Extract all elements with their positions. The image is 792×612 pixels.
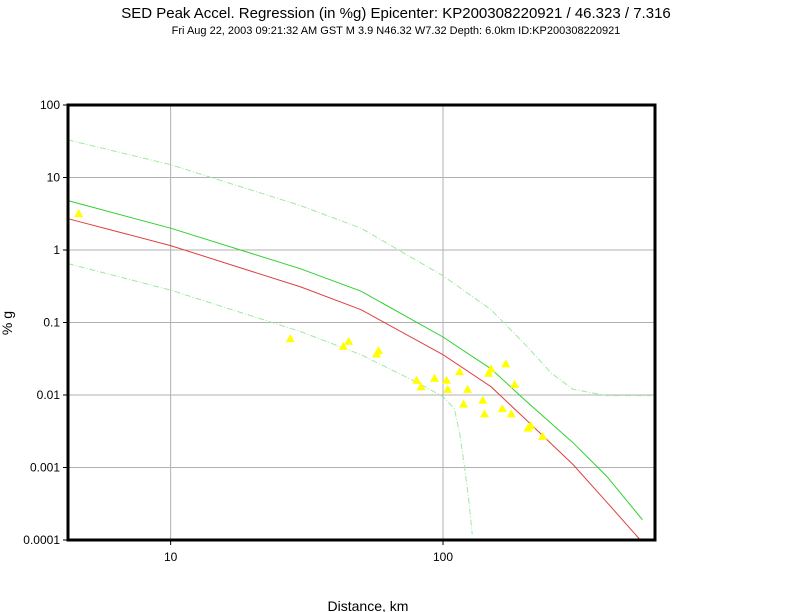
data-point (412, 375, 422, 384)
chart-subtitle: Fri Aug 22, 2003 09:21:32 AM GST M 3.9 N… (171, 25, 621, 37)
data-point (486, 364, 496, 373)
tick-layer: 100 10 1 0.1 0.01 0.001 0.0001 10 100 (23, 98, 453, 564)
data-point (501, 359, 511, 368)
data-point (74, 208, 84, 217)
data-point (338, 341, 348, 350)
point-layer (74, 208, 548, 440)
y-tick-label: 10 (47, 171, 61, 185)
data-point (374, 346, 384, 355)
data-point (442, 375, 452, 384)
data-point (416, 382, 426, 391)
chart-title: SED Peak Accel. Regression (in %g) Epice… (121, 5, 671, 22)
grid-layer (68, 104, 655, 541)
data-point (463, 384, 473, 393)
data-point (526, 420, 536, 430)
data-point (455, 367, 465, 376)
x-tick-label: 100 (433, 550, 453, 564)
data-point (497, 404, 507, 413)
data-point (478, 395, 488, 404)
data-point (459, 399, 469, 408)
data-point (480, 409, 490, 418)
y-tick-label: 0.0001 (23, 533, 60, 547)
curve-upper-bound (67, 139, 651, 397)
curve-layer (67, 139, 651, 541)
x-tick-label: 10 (164, 550, 178, 564)
curve-median (67, 218, 641, 541)
curve-lower-bound (67, 263, 473, 535)
data-point (484, 368, 494, 377)
y-tick-label: 0.1 (43, 316, 60, 330)
data-point (443, 384, 453, 393)
y-tick-label: 0.001 (30, 461, 60, 475)
y-tick-label: 100 (40, 98, 60, 112)
data-point (344, 336, 354, 345)
data-point (429, 373, 439, 382)
x-axis-label: Distance, km (328, 598, 409, 612)
curve-upper (67, 200, 643, 521)
y-axis-label: % g (0, 311, 15, 335)
data-point (538, 431, 548, 440)
y-tick-label: 1 (53, 243, 60, 257)
y-tick-label: 0.01 (37, 388, 61, 402)
data-point (285, 334, 295, 343)
data-point (510, 379, 520, 389)
data-point (506, 409, 516, 418)
